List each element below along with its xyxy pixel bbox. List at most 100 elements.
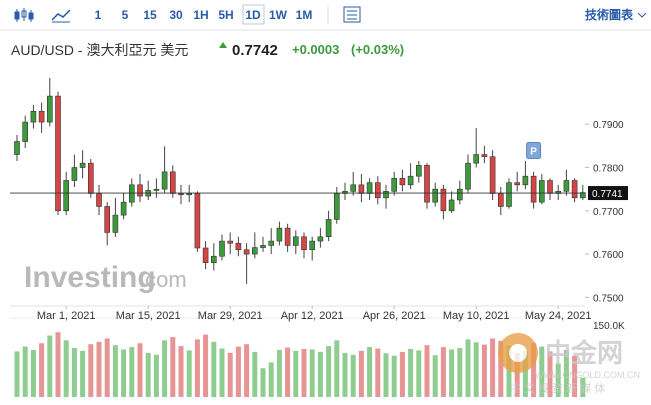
x-tick-label: Mar 15, 2021 [116,310,181,322]
volume-bar [219,348,225,397]
volume-bar [391,355,397,397]
volume-bar [186,350,192,397]
volume-bar [555,363,561,397]
volume-bar [334,340,340,397]
volume-bar [547,351,553,397]
interval-button[interactable]: 1D [245,8,261,22]
volume-bar [162,340,168,397]
candle-body [260,245,266,248]
site-tagline: 中 文 投 资 新 媒 体 [510,381,605,395]
settings-icon[interactable] [343,6,361,23]
candle-body [563,180,570,192]
volume-bar [71,348,77,397]
candle-body [399,178,406,186]
interval-button[interactable]: 5H [218,8,233,22]
volume-bar [440,347,446,397]
x-tick-label: Mar 29, 2021 [198,310,263,322]
candle-body [497,193,504,207]
candle-body [465,162,471,190]
candle-body [46,95,53,123]
interval-button[interactable]: 15 [143,8,157,22]
candle-body [96,193,102,207]
price-change-pct: (+0.03%) [351,42,404,57]
line-icon[interactable] [51,9,71,21]
volume-bar [506,345,512,397]
volume-bar [449,349,455,397]
candle-body [219,240,225,257]
site-name: 中金网 [545,338,623,368]
volume-bar [39,343,45,397]
interval-button[interactable]: 1M [296,8,313,22]
site-url: WWW.CNGOLD.COM.CN [535,370,640,380]
volume-bar [96,341,102,397]
volume-bar [211,341,217,397]
volume-bar [252,351,258,397]
volume-bar [30,349,36,397]
volume-bar [522,350,528,397]
volume-bar [121,349,127,397]
volume-bar [481,344,487,397]
volume-bar [572,355,578,397]
volume-bar [170,337,176,397]
volume-bar [424,345,430,397]
logo-suffix: .com [139,267,187,292]
toolbar: 1 5 15 30 1H 5H 1D 1W 1M 技術圖表 [0,4,651,31]
candle-body [268,240,275,246]
volume-bar [80,350,86,397]
candle-body [284,227,291,246]
y-tick-label: 0.7800 [593,164,624,175]
candle-body [547,180,553,194]
candle-body [366,182,373,194]
candle-body [530,175,537,203]
volume-bar [301,349,307,397]
site-logo-inner [509,344,527,362]
annotation-label: P [530,147,537,158]
candle-body [342,191,348,194]
candle-body [456,188,463,201]
x-tick-label: Mar 1, 2021 [37,310,96,322]
chart-menu[interactable]: 技術圖表 [585,7,634,22]
volume-bar [350,354,356,397]
volume-bar [268,362,274,397]
interval-button[interactable]: 1 [95,8,102,22]
volume-bar [473,342,479,397]
volume-tick-label: 150.0K [593,321,625,332]
last-price-box [588,186,628,201]
candle-body [506,182,512,207]
interval-button[interactable]: 30 [169,8,183,22]
y-tick-label: 0.7500 [593,293,624,304]
candle-body [79,162,86,168]
volume-bar [112,345,118,397]
volume-bar [22,346,28,397]
candle-body [514,182,521,186]
candle-body [63,180,70,212]
candle-body [489,156,496,194]
candle-body [391,178,398,192]
up-arrow [219,42,227,48]
interval-button[interactable]: 5 [122,8,129,22]
candle-body [325,219,332,238]
site-watermark: 中金网 WWW.CNGOLD.COM.CN 中 文 投 资 新 媒 体 [498,333,640,395]
volume-bar [63,340,69,397]
last-price: 0.7742 [232,42,278,59]
volume-bar [129,347,135,397]
candle-body [137,184,143,197]
price-change: +0.0003 [292,42,339,57]
interval-button[interactable]: 1W [269,8,288,22]
volume-bar [580,377,586,397]
candle-body [579,192,586,199]
candle-icon[interactable] [14,8,34,22]
volume-bar [408,349,414,397]
volume-bar [194,339,200,397]
candle-body [571,180,578,199]
candle-body [202,247,209,264]
volume-bar [563,349,569,397]
candle-body [522,175,529,186]
y-tick-label: 0.7900 [593,120,624,131]
annotation-box [526,142,542,160]
candle-body [407,175,414,186]
volume-bar [342,352,348,397]
candle-body [424,165,430,203]
interval-button[interactable]: 1H [193,8,208,22]
